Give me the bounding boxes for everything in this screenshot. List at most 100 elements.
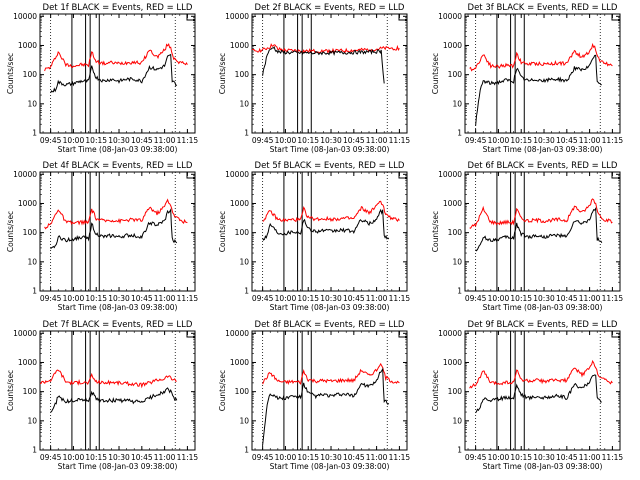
y-tick-label: 1000 bbox=[18, 41, 37, 50]
y-axis-label: Counts/sec bbox=[6, 370, 15, 411]
plot-frame bbox=[39, 13, 196, 134]
x-tick-label: 10:45 bbox=[556, 294, 578, 303]
corner-marker bbox=[398, 172, 407, 179]
y-tick-label: 100 bbox=[235, 70, 250, 79]
y-tick-label: 10 bbox=[27, 416, 37, 425]
x-tick-label: 10:30 bbox=[533, 294, 555, 303]
x-axis-label: Start Time (08-Jan-03 09:38:00) bbox=[58, 303, 178, 312]
y-tick-label: 10000 bbox=[438, 170, 462, 179]
y-tick-label: 10000 bbox=[225, 12, 249, 21]
chart-panel: 1 10 100 1000 10000 09:45 10:00 10:15 10:30 10:45… bbox=[218, 3, 410, 154]
x-tick-label: 11:15 bbox=[389, 453, 411, 462]
x-tick-label: 10:30 bbox=[108, 453, 130, 462]
corner-marker bbox=[186, 14, 195, 21]
x-tick-label: 10:15 bbox=[297, 453, 319, 462]
y-tick-label: 1000 bbox=[443, 358, 462, 367]
x-tick-label: 09:45 bbox=[465, 453, 487, 462]
y-tick-label: 1 bbox=[244, 287, 249, 296]
y-tick-label: 100 bbox=[235, 228, 250, 237]
x-tick-label: 10:30 bbox=[533, 136, 555, 145]
events-series-line bbox=[50, 53, 178, 94]
x-tick-label: 11:15 bbox=[389, 294, 411, 303]
panel-title: Det 8f BLACK = Events, RED = LLD bbox=[255, 320, 405, 330]
y-tick-label: 10000 bbox=[225, 329, 249, 338]
y-tick-label: 1000 bbox=[230, 358, 249, 367]
y-tick-label: 1000 bbox=[18, 358, 37, 367]
x-axis-label: Start Time (08-Jan-03 09:38:00) bbox=[270, 303, 390, 312]
x-axis-label: Start Time (08-Jan-03 09:38:00) bbox=[58, 462, 178, 471]
x-tick-label: 10:45 bbox=[131, 294, 153, 303]
y-tick-label: 10 bbox=[452, 416, 462, 425]
plot-frame bbox=[251, 171, 408, 292]
y-tick-label: 100 bbox=[448, 228, 463, 237]
x-tick-label: 09:45 bbox=[252, 294, 274, 303]
y-tick-label: 1 bbox=[457, 446, 462, 455]
x-tick-label: 11:00 bbox=[154, 136, 176, 145]
chart-panel: 1 10 100 1000 10000 09:45 10:00 10:15 10:30 10:45… bbox=[431, 3, 623, 154]
x-tick-label: 11:15 bbox=[602, 136, 624, 145]
x-axis-label: Start Time (08-Jan-03 09:38:00) bbox=[58, 145, 178, 154]
events-series-line bbox=[475, 54, 602, 126]
x-tick-label: 10:45 bbox=[131, 453, 153, 462]
x-tick-label: 11:00 bbox=[579, 294, 601, 303]
y-tick-label: 1000 bbox=[18, 199, 37, 208]
y-tick-label: 1 bbox=[32, 446, 37, 455]
y-tick-label: 10000 bbox=[225, 170, 249, 179]
panel-title: Det 1f BLACK = Events, RED = LLD bbox=[43, 3, 193, 13]
y-tick-label: 10 bbox=[27, 99, 37, 108]
plot-frame bbox=[464, 13, 621, 134]
y-tick-label: 1 bbox=[244, 129, 249, 138]
y-tick-label: 100 bbox=[23, 228, 38, 237]
y-tick-label: 10000 bbox=[13, 12, 37, 21]
y-tick-label: 1 bbox=[457, 129, 462, 138]
y-tick-label: 10 bbox=[239, 99, 249, 108]
x-tick-label: 10:30 bbox=[533, 453, 555, 462]
chart-panel: 1 10 100 1000 10000 09:45 10:00 10:15 10:30 10:45… bbox=[431, 161, 623, 312]
y-tick-label: 1 bbox=[244, 446, 249, 455]
y-axis-label: Counts/sec bbox=[431, 370, 440, 411]
x-tick-label: 11:00 bbox=[154, 294, 176, 303]
x-tick-label: 10:30 bbox=[320, 453, 342, 462]
y-axis-label: Counts/sec bbox=[6, 53, 15, 94]
x-axis-label: Start Time (08-Jan-03 09:38:00) bbox=[483, 462, 603, 471]
plot-frame bbox=[39, 330, 196, 451]
x-tick-label: 10:00 bbox=[488, 453, 510, 462]
y-tick-label: 100 bbox=[448, 70, 463, 79]
x-tick-label: 10:45 bbox=[343, 453, 365, 462]
lld-series-line bbox=[469, 198, 613, 229]
y-axis-label: Counts/sec bbox=[218, 53, 227, 94]
lld-series-line bbox=[44, 43, 188, 72]
lld-series-line bbox=[39, 369, 177, 389]
events-series-line bbox=[475, 206, 603, 252]
y-tick-label: 10 bbox=[452, 257, 462, 266]
x-tick-label: 11:00 bbox=[366, 453, 388, 462]
x-tick-label: 11:00 bbox=[579, 453, 601, 462]
x-tick-label: 10:15 bbox=[297, 136, 319, 145]
lld-series-line bbox=[469, 359, 613, 389]
x-tick-label: 11:00 bbox=[579, 136, 601, 145]
y-tick-label: 1 bbox=[457, 287, 462, 296]
x-tick-label: 10:00 bbox=[63, 453, 85, 462]
x-tick-label: 10:15 bbox=[85, 294, 107, 303]
x-tick-label: 11:15 bbox=[177, 136, 199, 145]
corner-marker bbox=[186, 172, 195, 179]
x-axis-label: Start Time (08-Jan-03 09:38:00) bbox=[483, 303, 603, 312]
corner-marker bbox=[611, 172, 620, 179]
chart-panel: 1 10 100 1000 10000 09:45 10:00 10:15 10:30 10:45… bbox=[218, 320, 410, 471]
x-tick-label: 11:15 bbox=[177, 294, 199, 303]
panel-title: Det 4f BLACK = Events, RED = LLD bbox=[43, 161, 193, 171]
x-tick-label: 10:00 bbox=[488, 294, 510, 303]
x-tick-label: 11:15 bbox=[177, 453, 199, 462]
panel-title: Det 6f BLACK = Events, RED = LLD bbox=[468, 161, 618, 171]
x-tick-label: 09:45 bbox=[252, 453, 274, 462]
x-tick-label: 10:45 bbox=[556, 453, 578, 462]
y-tick-label: 1000 bbox=[230, 199, 249, 208]
x-tick-label: 11:00 bbox=[366, 136, 388, 145]
y-tick-label: 100 bbox=[23, 70, 38, 79]
panel-title: Det 3f BLACK = Events, RED = LLD bbox=[468, 3, 618, 13]
panel-title: Det 9f BLACK = Events, RED = LLD bbox=[468, 320, 618, 330]
x-tick-label: 10:00 bbox=[63, 294, 85, 303]
x-tick-label: 10:30 bbox=[320, 294, 342, 303]
y-tick-label: 10 bbox=[27, 257, 37, 266]
x-tick-label: 10:30 bbox=[108, 136, 130, 145]
